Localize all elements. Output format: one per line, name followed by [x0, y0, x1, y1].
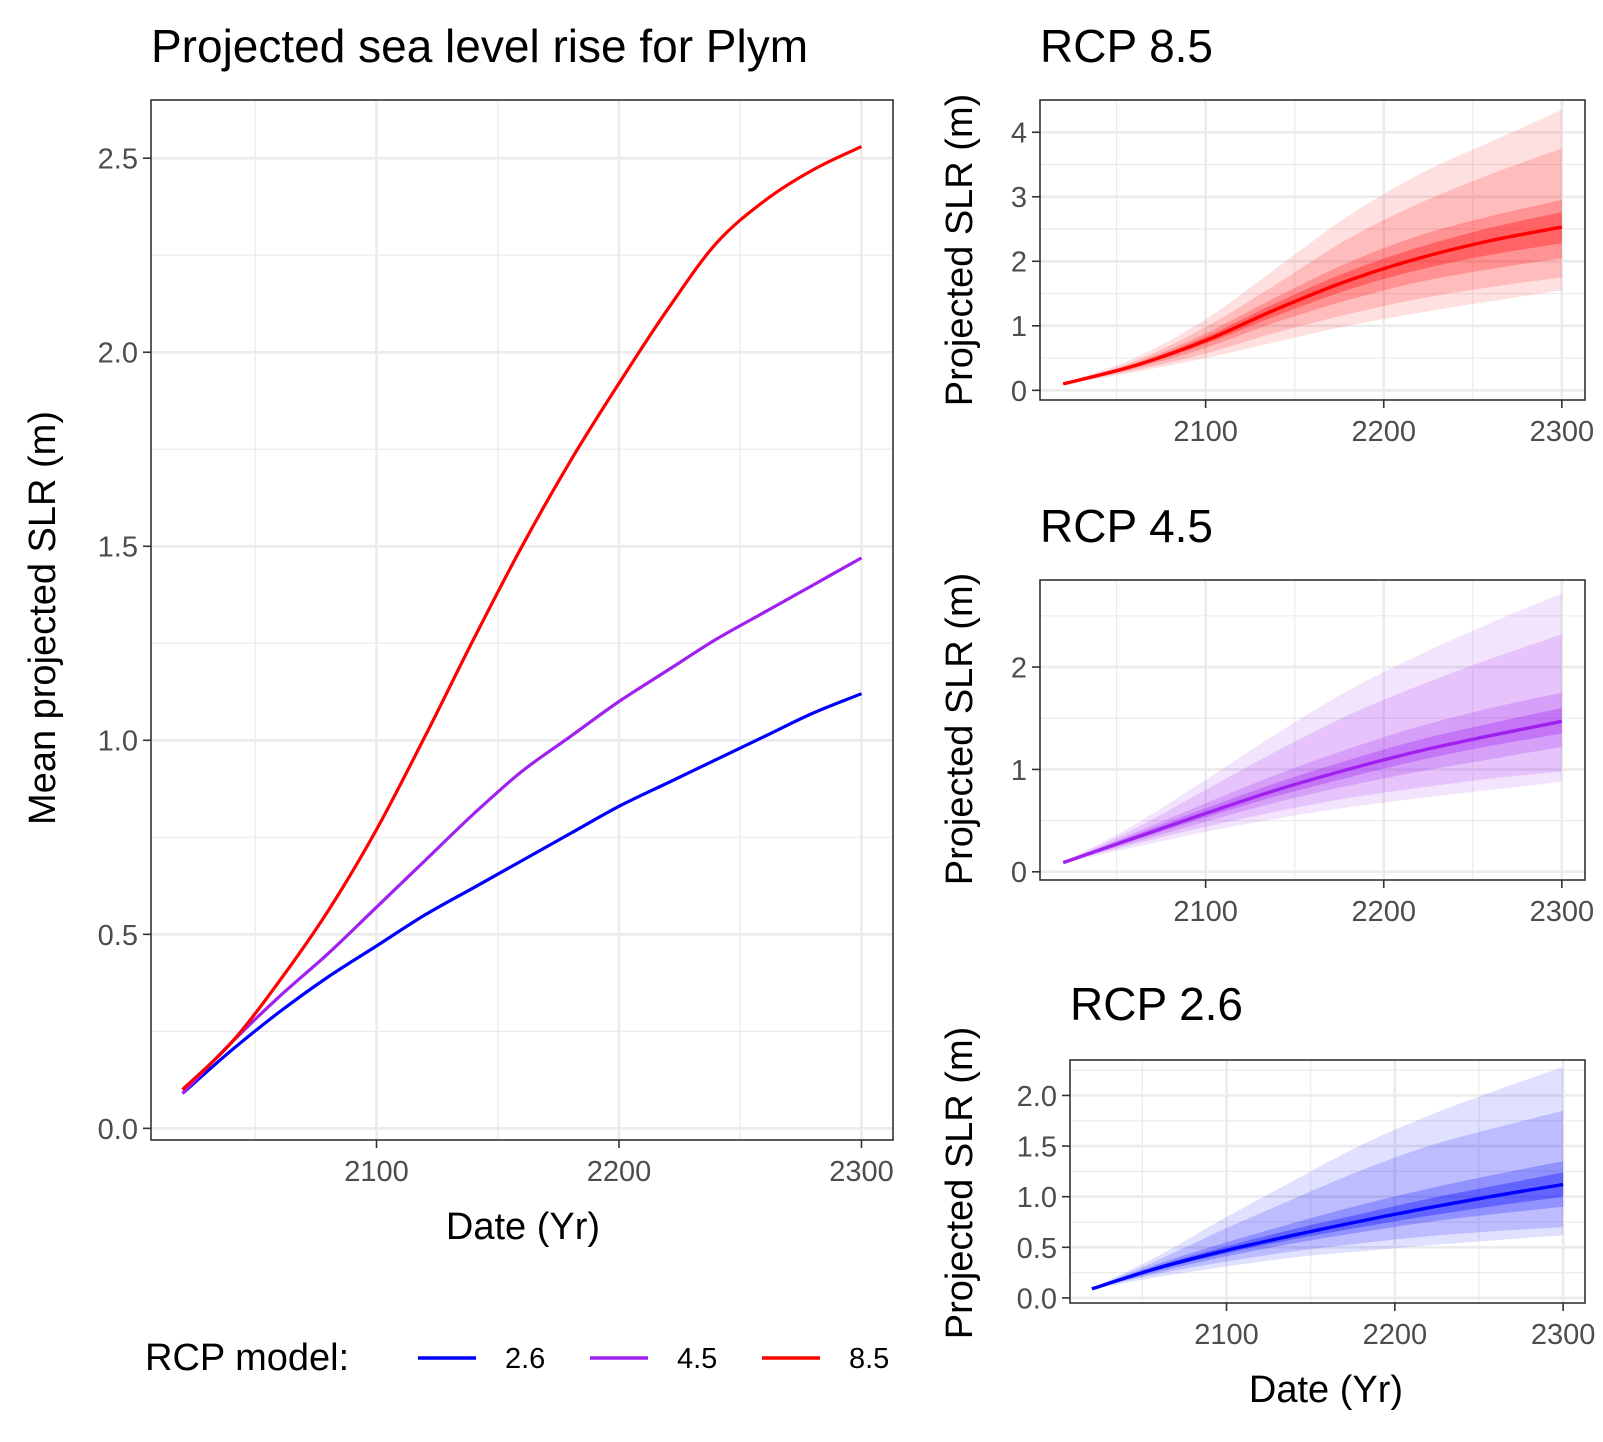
y-tick-label: 0.0 — [1017, 1283, 1057, 1315]
y-tick-label: 2 — [1011, 247, 1027, 279]
rcp26-y-axis-title: Projected SLR (m) — [939, 1027, 981, 1340]
y-tick-label: 1 — [1011, 755, 1027, 787]
rcp26-panel-title: RCP 2.6 — [1070, 978, 1243, 1030]
y-tick-label: 2.0 — [1017, 1081, 1057, 1113]
series-line-4.5 — [181, 556, 863, 1095]
y-tick-label: 1 — [1011, 311, 1027, 343]
rcp45-panel-mean — [1062, 719, 1563, 865]
y-tick-label: 1.0 — [98, 726, 138, 758]
y-tick-label: 0.5 — [98, 920, 138, 952]
x-tick-label: 2300 — [1530, 896, 1595, 928]
y-tick-label: 1.5 — [1017, 1132, 1057, 1164]
rcp45-panel-frame — [1039, 579, 1586, 881]
uncertainty-band — [1091, 1172, 1564, 1289]
y-tick-label: 1.5 — [98, 532, 138, 564]
main-y-axis-title: Mean projected SLR (m) — [22, 411, 64, 825]
x-tick-label: 2200 — [1351, 896, 1416, 928]
mean-line — [1062, 225, 1563, 386]
y-tick-label: 2.0 — [98, 338, 138, 370]
y-tick-label: 0.5 — [1017, 1233, 1057, 1265]
rcp85-panel: RCP 8.5 2100 2200 2300 0 1 2 3 4 Projected SLR … — [939, 20, 1594, 448]
x-tick-label: 2300 — [829, 1156, 894, 1188]
uncertainty-band — [1063, 200, 1562, 385]
rcp45-panel-grid — [1040, 580, 1585, 880]
y-tick-label: 2 — [1011, 652, 1027, 684]
x-tick-label: 2200 — [1351, 416, 1416, 448]
rcp85-panel-bands — [1063, 109, 1562, 385]
legend-label-8.5: 8.5 — [849, 1343, 889, 1375]
rcp26-panel-ticks: 2100 2200 2300 0.0 0.5 1.0 1.5 2.0 — [1017, 1081, 1596, 1351]
rcp26-panel-bands — [1091, 1067, 1564, 1290]
series-line-8.5 — [181, 145, 863, 1091]
x-tick-label: 2100 — [1173, 416, 1238, 448]
rcp85-panel-frame — [1039, 99, 1586, 401]
y-tick-label: 2.5 — [98, 144, 138, 176]
main-chart-title: Projected sea level rise for Plym — [151, 20, 808, 72]
y-tick-label: 0 — [1011, 376, 1027, 408]
main-chart-frame — [150, 99, 894, 1141]
legend-label-2.6: 2.6 — [505, 1343, 545, 1375]
legend: RCP model: 2.6 4.5 8.5 — [145, 1337, 889, 1379]
x-tick-label: 2100 — [1173, 896, 1238, 928]
rcp26-panel-frame — [1069, 1059, 1586, 1304]
y-tick-label: 4 — [1011, 118, 1027, 150]
series-line-2.6 — [181, 692, 863, 1095]
rcp26-x-axis-title: Date (Yr) — [1249, 1369, 1403, 1411]
main-chart-ticks: 2100 2200 2300 0.0 0.5 1.0 1.5 2.0 2.5 — [98, 144, 894, 1188]
y-tick-label: 0.0 — [98, 1114, 138, 1146]
uncertainty-band — [1063, 148, 1562, 385]
rcp85-panel-mean — [1062, 225, 1563, 386]
legend-entries: 2.6 4.5 8.5 — [418, 1343, 889, 1375]
rcp26-panel: RCP 2.6 2100 2200 2300 0.0 0.5 1.0 1.5 2.0 Date… — [939, 978, 1595, 1411]
main-chart-grid — [151, 100, 893, 1140]
x-tick-label: 2300 — [1530, 416, 1595, 448]
x-tick-label: 2200 — [1363, 1319, 1428, 1351]
main-line-chart: Projected sea level rise for Plym 2100 22… — [22, 20, 894, 1248]
y-tick-label: 0 — [1011, 857, 1027, 889]
rcp45-panel-ticks: 2100 2200 2300 0 1 2 — [1011, 652, 1594, 928]
x-tick-label: 2100 — [1194, 1319, 1259, 1351]
mean-line — [1091, 1182, 1564, 1291]
rcp45-y-axis-title: Projected SLR (m) — [939, 573, 981, 886]
y-tick-label: 1.0 — [1017, 1182, 1057, 1214]
main-x-axis-title: Date (Yr) — [446, 1206, 600, 1248]
mean-line — [1062, 719, 1563, 865]
uncertainty-band — [1063, 212, 1562, 385]
x-tick-label: 2100 — [344, 1156, 409, 1188]
uncertainty-band — [1091, 1161, 1564, 1289]
rcp45-panel-title: RCP 4.5 — [1040, 500, 1213, 552]
rcp85-y-axis-title: Projected SLR (m) — [939, 94, 981, 407]
legend-title: RCP model: — [145, 1337, 349, 1379]
uncertainty-band — [1063, 634, 1562, 863]
uncertainty-band — [1063, 109, 1562, 385]
legend-label-4.5: 4.5 — [677, 1343, 717, 1375]
x-tick-label: 2200 — [587, 1156, 652, 1188]
uncertainty-band — [1091, 1110, 1564, 1290]
rcp85-panel-title: RCP 8.5 — [1040, 20, 1213, 72]
rcp45-panel-bands — [1063, 593, 1562, 864]
rcp45-panel: RCP 4.5 2100 2200 2300 0 1 2 Projected SLR (m… — [939, 500, 1594, 928]
uncertainty-band — [1063, 593, 1562, 864]
rcp85-panel-ticks: 2100 2200 2300 0 1 2 3 4 — [1011, 118, 1594, 448]
y-tick-label: 3 — [1011, 182, 1027, 214]
main-chart-series — [181, 145, 863, 1095]
x-tick-label: 2300 — [1531, 1319, 1596, 1351]
uncertainty-band — [1091, 1067, 1564, 1290]
rcp26-panel-mean — [1091, 1182, 1564, 1291]
